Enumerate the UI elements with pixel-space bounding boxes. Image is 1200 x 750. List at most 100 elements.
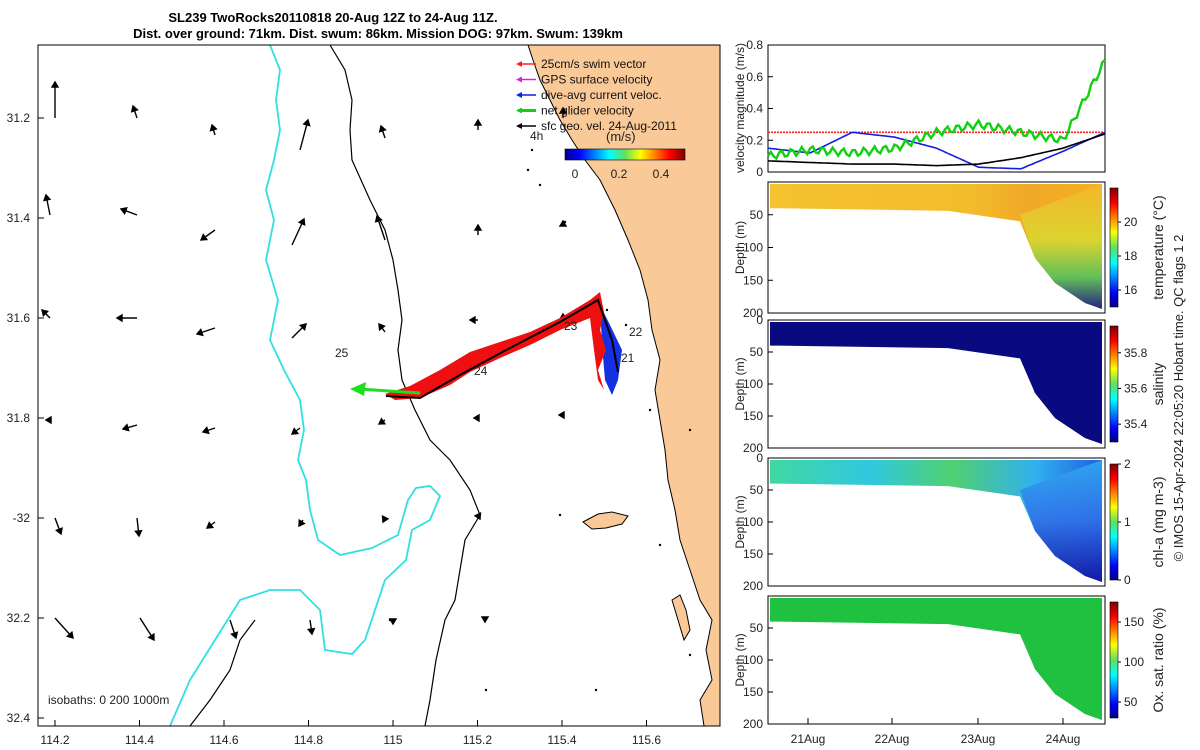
lat-tick-label: 32.2 (7, 611, 31, 625)
colorbar-tick-label: 150 (1124, 615, 1144, 629)
surface-velocity-arrowhead (50, 80, 60, 88)
depth-tick-label: 0 (756, 451, 763, 465)
island-garden (671, 594, 691, 642)
depth-tick-label: 150 (743, 547, 763, 561)
surface-velocity-arrowhead (195, 328, 204, 337)
velocity-series-line (767, 133, 1106, 167)
lat-tick-label: 31.4 (7, 211, 31, 225)
colorbar-tick-label: 50 (1124, 695, 1138, 709)
surface-velocity-arrowhead (374, 214, 383, 223)
colorbar-label: chl-a (mg m-3) (1150, 476, 1166, 567)
depth-tick-label: 50 (750, 208, 764, 222)
surface-velocity-arrowhead (472, 413, 480, 423)
profile-panel: 50 100 150 200 Depth (m) 20 18 16 temperature (°… (733, 181, 1166, 320)
day-tick-label: 21Aug (791, 732, 826, 746)
profile-data-surface (770, 598, 1102, 720)
surface-velocity-arrowhead (473, 118, 483, 126)
surface-velocity-arrowhead (473, 512, 482, 521)
surface-velocity-arrowhead (480, 616, 490, 624)
lat-tick-label: 31.2 (7, 111, 31, 125)
depth-ylabel: Depth (m) (733, 495, 747, 548)
legend-swatch-head (516, 107, 522, 114)
surface-velocity-arrowhead (378, 124, 387, 133)
depth-tick-label: 150 (743, 409, 763, 423)
net-track-line (385, 298, 619, 400)
colorbar-tick-label: 18 (1124, 249, 1138, 263)
depth-tick-label: 150 (743, 685, 763, 699)
legend-label: net glider velocity (541, 104, 634, 118)
surface-velocity-arrowhead (134, 529, 143, 538)
colorbar-label: Ox. sat. ratio (%) (1150, 607, 1166, 712)
depth-tick-label: 50 (750, 621, 764, 635)
surface-velocity-arrowhead (205, 521, 215, 529)
colorbar-unit: (m/s) (606, 129, 636, 144)
time-axis: 21Aug 22Aug 23Aug 24Aug (791, 718, 1080, 746)
profile-colorbar (1109, 463, 1119, 581)
map-legend: 25cm/s swim vector GPS surface velocitydi… (516, 57, 686, 181)
day-tick-label: 22Aug (875, 732, 910, 746)
land-mass (527, 45, 720, 726)
glider-track (350, 292, 622, 400)
profile-panel: 0 50 100 150 200 Depth (m) 2 1 0 chl-a (mg m-3) (733, 451, 1166, 593)
legend-label: 25cm/s swim vector (541, 57, 646, 71)
surface-velocity-arrowhead (55, 527, 63, 536)
surface-velocity-arrowhead (297, 217, 306, 226)
surface-velocity-arrowhead (130, 104, 139, 113)
colorbar-tick-label: 2 (1124, 457, 1131, 471)
depth-ylabel: Depth (m) (733, 357, 747, 410)
track-label-day-25: 25 (335, 346, 349, 360)
lon-tick-label: 114.4 (125, 733, 154, 747)
surface-velocity-arrowhead (302, 118, 311, 127)
day-tick-label: 23Aug (961, 732, 996, 746)
surface-velocity-arrowhead (230, 631, 239, 640)
colorbar-tick-label: 35.4 (1124, 417, 1148, 431)
surface-velocity-arrows (41, 80, 568, 642)
isobath-1000m (169, 45, 442, 726)
depth-tick-label: 50 (750, 345, 764, 359)
lon-tick-label: 115.2 (463, 733, 492, 747)
track-label-day-24: 24 (474, 364, 488, 378)
surface-velocity-arrowhead (468, 315, 476, 325)
lon-tick-label: 114.6 (209, 733, 238, 747)
profile-data-surface (770, 460, 1102, 582)
depth-tick-label: 200 (743, 579, 763, 593)
legend-label: GPS surface velocity (541, 73, 652, 87)
profile-colorbar (1109, 601, 1119, 719)
colorbar-tick-label: 0 (1124, 573, 1131, 587)
legend-swatch-head (516, 92, 522, 98)
surface-velocity-arrowhead (147, 632, 155, 642)
hours-label: 4h (530, 129, 543, 143)
colorbar-tick-label: 16 (1124, 283, 1138, 297)
surface-velocity-arrowhead (388, 618, 398, 626)
surface-velocity-arrowhead (119, 207, 128, 215)
velocity-ylabel: velocity magnitude (m/s) (733, 43, 747, 173)
surface-velocity-arrowhead (209, 123, 218, 132)
surface-velocity-arrowhead (558, 219, 568, 227)
velocity-series (766, 59, 1106, 170)
lon-tick-label: 115.4 (547, 733, 576, 747)
surface-velocity-arrowhead (377, 417, 387, 425)
depth-tick-label: 0 (756, 313, 763, 327)
profile-colorbar (1109, 187, 1119, 308)
legend-swatch-head (516, 61, 522, 67)
track-label-day-21: 21 (621, 351, 635, 365)
velocity-ytick-label: 0.6 (746, 70, 763, 84)
depth-tick-label: 100 (743, 515, 763, 529)
net-glider-velocity-arrowhead (350, 382, 366, 396)
dive-avg-current-track (600, 305, 622, 395)
credit-text: © IMOS 15-Apr-2024 22:05:20 Hobart time.… (1171, 235, 1186, 562)
colorbar-tick-label: 100 (1124, 655, 1144, 669)
depth-tick-label: 200 (743, 717, 763, 731)
colorbar-tick-0: 0 (572, 167, 579, 181)
map-frame (37, 44, 721, 727)
colorbar-tick-label: 35.8 (1124, 346, 1148, 360)
profile-data-surface (770, 322, 1102, 444)
lon-tick-label: 114.2 (40, 733, 69, 747)
surface-velocity-arrowhead (201, 426, 210, 435)
velocity-series-line (766, 59, 1106, 161)
colorbar-tick-label: 35.6 (1124, 381, 1148, 395)
legend-swatch-head (516, 123, 522, 129)
velocity-panel: 0 0.2 0.4 0.6 0.8 velocity magnitude (m/s) (733, 38, 1106, 179)
